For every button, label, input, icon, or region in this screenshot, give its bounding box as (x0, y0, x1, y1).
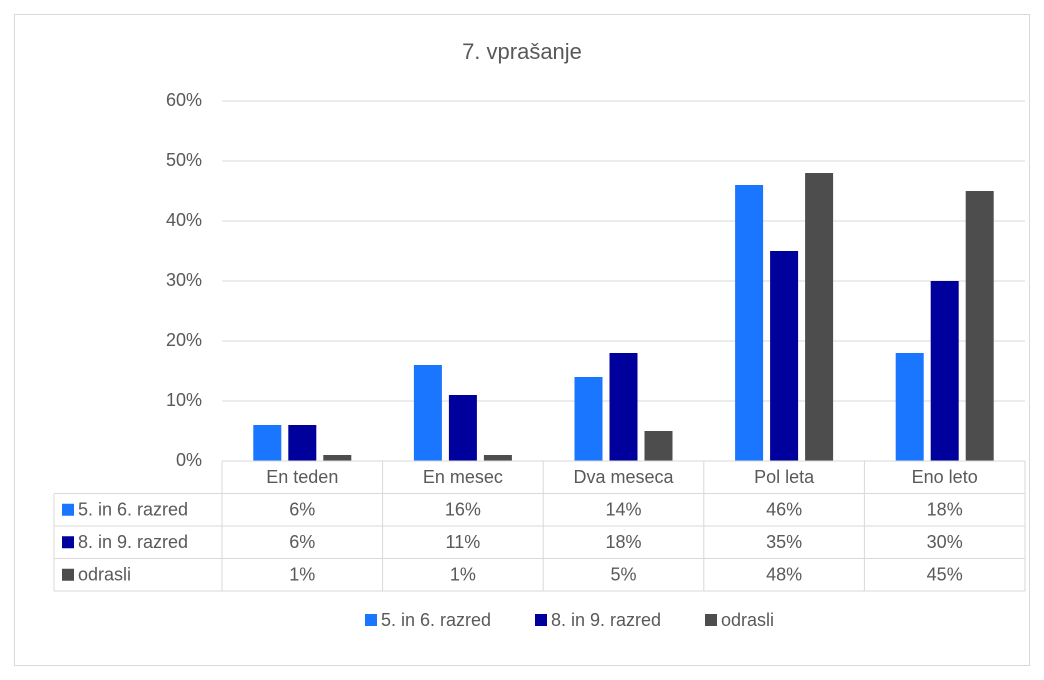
legend-key (705, 614, 717, 626)
y-tick-label: 20% (166, 330, 202, 350)
bar (413, 365, 442, 461)
bar (965, 191, 994, 461)
table-value: 6% (289, 500, 315, 520)
table-value: 16% (445, 500, 481, 520)
chart-border (14, 14, 1030, 666)
x-tick-label: Pol leta (754, 467, 815, 487)
table-value: 46% (766, 500, 802, 520)
bar (288, 425, 317, 461)
y-tick-label: 50% (166, 150, 202, 170)
chart-title: 7. vprašanje (462, 39, 582, 64)
table-legend-key (62, 568, 74, 581)
bar (609, 353, 638, 461)
bar (574, 377, 603, 461)
table-value: 1% (450, 565, 476, 585)
table-row-label: 8. in 9. razred (78, 532, 188, 552)
table-value: 45% (927, 565, 963, 585)
table-legend-key (62, 536, 74, 549)
legend-key (365, 614, 377, 626)
table-value: 11% (446, 532, 481, 552)
table-value: 1% (289, 565, 315, 585)
table-value: 5% (610, 565, 636, 585)
table-value: 18% (605, 532, 641, 552)
table-value: 18% (927, 500, 963, 520)
legend-label: 8. in 9. razred (551, 610, 661, 630)
bar (770, 251, 799, 461)
bar (644, 431, 673, 461)
bar (253, 425, 282, 461)
bar (805, 173, 834, 461)
y-tick-label: 10% (166, 390, 202, 410)
y-tick-label: 60% (166, 90, 202, 110)
table-row-label: odrasli (78, 565, 131, 585)
bar (895, 353, 924, 461)
y-tick-label: 30% (166, 270, 202, 290)
x-tick-label: Eno leto (912, 467, 978, 487)
table-legend-key (62, 503, 74, 516)
table-value: 48% (766, 565, 802, 585)
x-tick-label: En mesec (423, 467, 503, 487)
legend-label: 5. in 6. razred (381, 610, 491, 630)
legend-label: odrasli (721, 610, 774, 630)
table-value: 6% (289, 532, 315, 552)
y-tick-label: 0% (176, 450, 202, 470)
table-row-label: 5. in 6. razred (78, 500, 188, 520)
bar (448, 395, 477, 461)
legend-key (535, 614, 547, 626)
bar (483, 455, 512, 461)
table-value: 35% (766, 532, 802, 552)
table-value: 30% (927, 532, 963, 552)
bar (735, 185, 764, 461)
x-tick-label: Dva meseca (573, 467, 674, 487)
x-tick-label: En teden (266, 467, 338, 487)
table-value: 14% (605, 500, 641, 520)
y-tick-label: 40% (166, 210, 202, 230)
bar (323, 455, 352, 461)
bar (930, 281, 959, 461)
